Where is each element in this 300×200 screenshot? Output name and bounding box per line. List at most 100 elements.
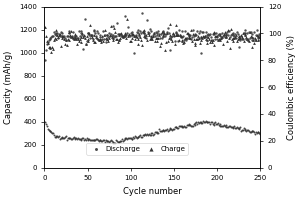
Discharge <box>167 127 172 130</box>
Point <box>60 35 65 38</box>
Charge <box>133 38 137 41</box>
Point <box>130 34 135 37</box>
Charge <box>122 34 126 37</box>
Discharge <box>114 138 118 142</box>
Point <box>219 35 224 38</box>
Charge <box>94 35 98 38</box>
Discharge <box>219 124 224 127</box>
Point <box>93 31 98 34</box>
Point <box>190 35 194 38</box>
Discharge <box>177 125 182 128</box>
Charge <box>242 33 247 36</box>
Point <box>84 39 89 43</box>
Charge <box>120 34 124 37</box>
Discharge <box>158 130 162 133</box>
Charge <box>177 38 182 41</box>
Charge <box>52 38 56 41</box>
Charge <box>253 36 257 39</box>
Point <box>190 28 195 32</box>
Point <box>94 34 98 38</box>
Charge <box>116 38 121 41</box>
Discharge <box>115 140 120 144</box>
Charge <box>196 34 200 38</box>
Charge <box>257 35 262 38</box>
Point <box>201 30 206 33</box>
Point <box>229 32 234 35</box>
Point <box>58 35 62 38</box>
Point <box>102 33 107 36</box>
Point <box>170 35 175 38</box>
Charge <box>181 42 186 45</box>
Charge <box>146 31 150 35</box>
Point <box>172 39 177 43</box>
Charge <box>58 32 62 35</box>
Charge <box>49 50 54 53</box>
Charge <box>201 35 206 38</box>
Point <box>224 32 229 35</box>
Point <box>191 34 196 38</box>
Point <box>237 45 242 48</box>
Discharge <box>112 141 117 145</box>
Charge <box>117 33 122 36</box>
Charge <box>246 38 250 41</box>
Discharge <box>124 136 129 139</box>
Discharge <box>111 141 116 144</box>
Discharge <box>230 126 235 129</box>
Discharge <box>113 142 118 145</box>
Discharge <box>69 137 74 141</box>
Discharge <box>196 121 201 124</box>
Discharge <box>144 133 148 136</box>
Point <box>80 33 85 37</box>
Point <box>248 30 253 33</box>
Point <box>171 32 176 36</box>
Discharge <box>73 137 78 140</box>
Charge <box>113 30 118 34</box>
Point <box>58 31 63 34</box>
Discharge <box>107 140 112 144</box>
Point <box>109 34 114 37</box>
Point <box>178 33 182 36</box>
Charge <box>91 34 96 37</box>
Discharge <box>122 139 126 142</box>
Charge <box>123 32 128 35</box>
Point <box>180 29 185 32</box>
Point <box>53 33 58 37</box>
Point <box>103 41 108 44</box>
Discharge <box>227 125 232 128</box>
Charge <box>64 38 68 42</box>
Discharge <box>81 137 85 140</box>
Point <box>225 30 230 34</box>
Charge <box>208 39 213 42</box>
Discharge <box>241 129 245 132</box>
Charge <box>126 34 130 38</box>
Charge <box>154 39 159 42</box>
Charge <box>176 34 181 37</box>
Point <box>202 34 207 37</box>
Discharge <box>150 131 155 134</box>
Point <box>254 33 258 36</box>
Charge <box>214 34 218 37</box>
Point <box>47 37 52 40</box>
Charge <box>228 27 233 30</box>
Charge <box>258 37 262 41</box>
Charge <box>101 39 106 43</box>
Point <box>86 32 91 35</box>
Point <box>247 31 251 34</box>
Discharge <box>91 138 96 142</box>
Discharge <box>232 125 237 128</box>
Charge <box>134 36 139 39</box>
Discharge <box>94 138 98 141</box>
Charge <box>65 38 70 41</box>
Point <box>184 37 189 40</box>
Charge <box>202 36 206 39</box>
Charge <box>184 31 189 35</box>
Charge <box>207 37 212 41</box>
Point <box>111 24 116 28</box>
Point <box>163 34 168 38</box>
Discharge <box>239 130 244 133</box>
Point <box>208 35 213 38</box>
Discharge <box>148 133 153 136</box>
Charge <box>219 37 224 40</box>
Point <box>183 29 188 32</box>
Discharge <box>119 140 124 143</box>
